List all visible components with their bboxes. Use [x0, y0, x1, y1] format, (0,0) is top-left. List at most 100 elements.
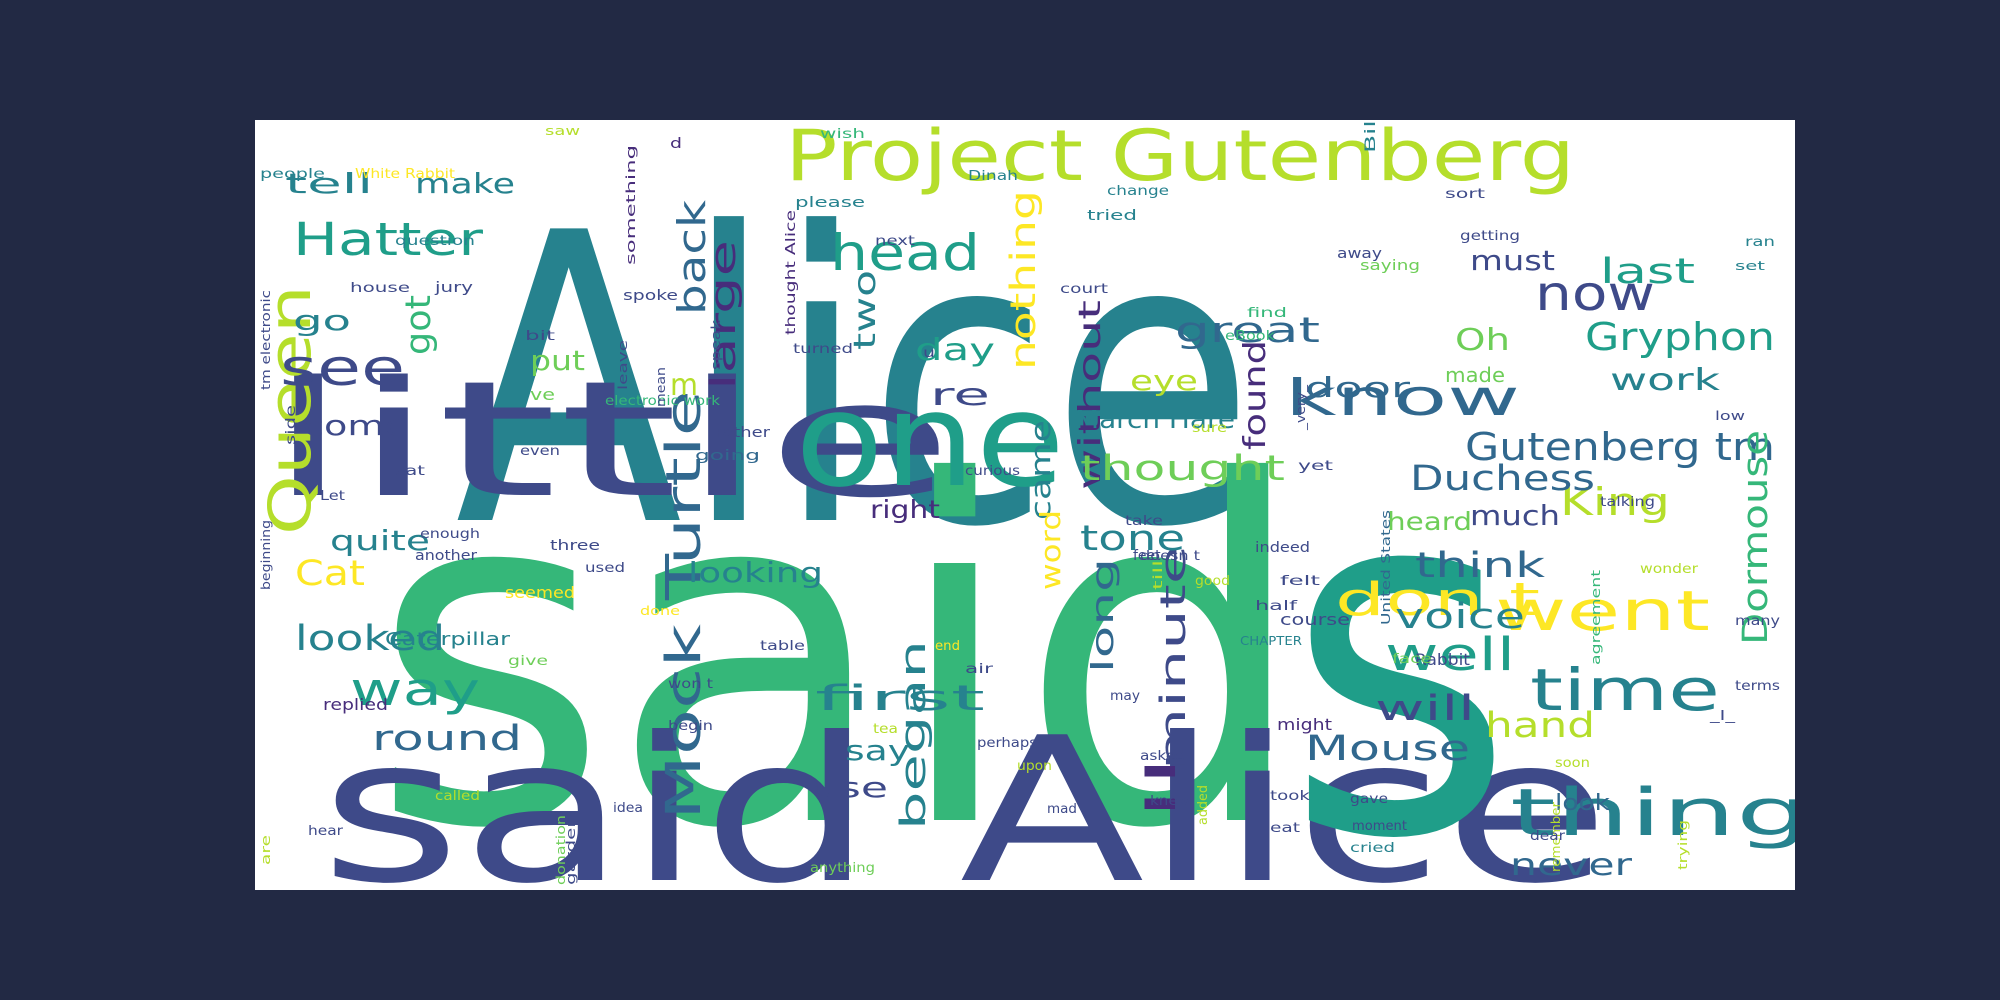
word-cloud-word: Bill: [1363, 120, 1379, 153]
word-cloud-word: go: [293, 304, 351, 337]
word-cloud-word: replied: [323, 695, 388, 714]
word-cloud-word: will: [1375, 689, 1475, 729]
word-cloud-word: asked: [1140, 749, 1185, 764]
word-cloud-word: half: [1255, 599, 1298, 614]
word-cloud-word: felt: [1280, 574, 1320, 589]
word-cloud-word: Gryphon: [1585, 315, 1775, 359]
word-cloud-word: agreement: [1589, 570, 1603, 665]
word-cloud-word: Dormouse: [1736, 430, 1776, 645]
word-cloud-word: Caterpillar: [385, 629, 511, 650]
word-cloud-word: last: [1600, 252, 1695, 292]
word-cloud-word: ll: [1139, 755, 1185, 820]
word-cloud-word: even: [520, 444, 560, 459]
word-cloud-word: many: [1735, 614, 1780, 629]
word-cloud-word: CHAPTER: [1240, 634, 1302, 648]
word-cloud-word: United States: [1379, 510, 1393, 625]
word-cloud-word: must: [1470, 244, 1555, 277]
word-cloud-word: Let: [320, 489, 345, 504]
word-cloud-word: may: [1110, 689, 1140, 704]
word-cloud-word: hand: [1485, 706, 1595, 746]
word-cloud-word: till: [1151, 560, 1165, 590]
word-cloud-word: _I_: [1709, 709, 1736, 724]
word-cloud-word: think: [1415, 546, 1546, 586]
word-cloud-word: tm electronic: [259, 290, 273, 390]
word-cloud-word: please: [795, 195, 865, 211]
word-cloud-word: re: [930, 378, 990, 413]
word-cloud-word: came: [1024, 420, 1057, 520]
word-cloud-word: enough: [420, 527, 480, 542]
word-cloud-word: say: [845, 734, 910, 767]
word-cloud-word: got: [399, 295, 439, 355]
word-cloud-word: good: [1195, 574, 1230, 589]
word-cloud-word: made: [1445, 363, 1505, 387]
word-cloud-word: jury: [434, 280, 473, 296]
word-cloud-word: garden: [564, 815, 578, 885]
word-cloud-word: said: [370, 384, 1310, 890]
word-cloud-word: wonder: [1640, 562, 1699, 577]
word-cloud-word: time: [1530, 656, 1720, 724]
word-cloud-word: door: [1305, 371, 1411, 404]
word-cloud-word: away: [1337, 246, 1382, 262]
word-cloud-word: s: [1285, 375, 1515, 890]
word-cloud-word: face: [1392, 652, 1432, 667]
word-cloud-word: another: [415, 548, 477, 564]
word-cloud-word: give: [508, 654, 548, 669]
word-cloud-word: never: [1510, 848, 1633, 883]
word-cloud-word: wish: [820, 127, 865, 142]
word-cloud-word: thought: [1080, 449, 1285, 489]
word-cloud-word: saw: [545, 124, 580, 138]
word-cloud-word: something: [624, 145, 638, 265]
word-cloud-word: Dinah: [968, 169, 1018, 184]
word-cloud-word: find: [1247, 306, 1287, 321]
word-cloud-word: Project Gutenberg: [785, 120, 1575, 197]
word-cloud-word: ve: [530, 385, 555, 404]
word-cloud-word: dear: [1530, 829, 1566, 844]
word-cloud-word: first: [815, 679, 985, 719]
word-cloud-word: put: [530, 344, 585, 377]
word-cloud-word: heard: [1387, 507, 1472, 536]
word-cloud-word: eat: [1270, 821, 1300, 836]
word-cloud-word: great: [1175, 311, 1320, 351]
word-cloud-word: Cat: [295, 554, 365, 594]
word-cloud-word: King: [1560, 480, 1670, 524]
word-cloud-word: court: [1060, 282, 1108, 297]
word-cloud-word: u: [923, 346, 935, 361]
word-cloud-word: back: [670, 200, 714, 315]
word-cloud-word: table: [760, 639, 805, 654]
word-cloud-word: right: [870, 495, 940, 524]
word-cloud-word: look: [1555, 791, 1610, 816]
word-cloud-word: Queen: [256, 285, 324, 535]
word-cloud-word: round: [372, 719, 522, 759]
word-cloud-word: took: [1270, 789, 1311, 804]
word-cloud-word: quite: [330, 524, 430, 557]
word-cloud-word: _very_: [1294, 384, 1308, 431]
word-cloud-word: d: [670, 136, 682, 152]
word-cloud-word: going: [695, 448, 760, 464]
word-cloud-word: won t: [668, 677, 713, 692]
word-cloud-word: leave: [616, 340, 630, 390]
word-cloud-word: Hatter: [293, 213, 484, 266]
word-cloud-word: sat: [395, 464, 425, 479]
word-cloud-word: long: [1086, 558, 1121, 673]
word-cloud-word: yet: [1298, 459, 1333, 474]
word-cloud-word: March Hare: [1075, 405, 1235, 434]
word-cloud-word: Alice: [455, 150, 1255, 615]
word-cloud-word: added: [1196, 785, 1211, 825]
word-cloud-word: moment: [1352, 819, 1407, 834]
word-cloud-word: thought Alice: [784, 210, 799, 335]
word-cloud-word: called: [435, 789, 480, 804]
word-cloud-word: nothing: [1004, 190, 1044, 370]
word-cloud-word: now: [1535, 266, 1655, 322]
word-cloud-word: day: [915, 333, 995, 368]
word-cloud-word: ran: [1745, 235, 1775, 250]
word-cloud-word: seemed: [505, 583, 575, 602]
word-cloud-word: two: [848, 270, 883, 350]
word-cloud-word: know: [1285, 369, 1520, 427]
word-cloud-word: come: [303, 409, 408, 442]
word-cloud-word: cried: [1350, 841, 1395, 856]
word-cloud-word: one: [795, 364, 1065, 516]
word-cloud-word: end: [935, 639, 960, 654]
word-cloud-word: mean: [654, 367, 668, 407]
word-cloud-word: tried: [1087, 208, 1137, 224]
word-cloud-word: course: [1280, 610, 1350, 629]
